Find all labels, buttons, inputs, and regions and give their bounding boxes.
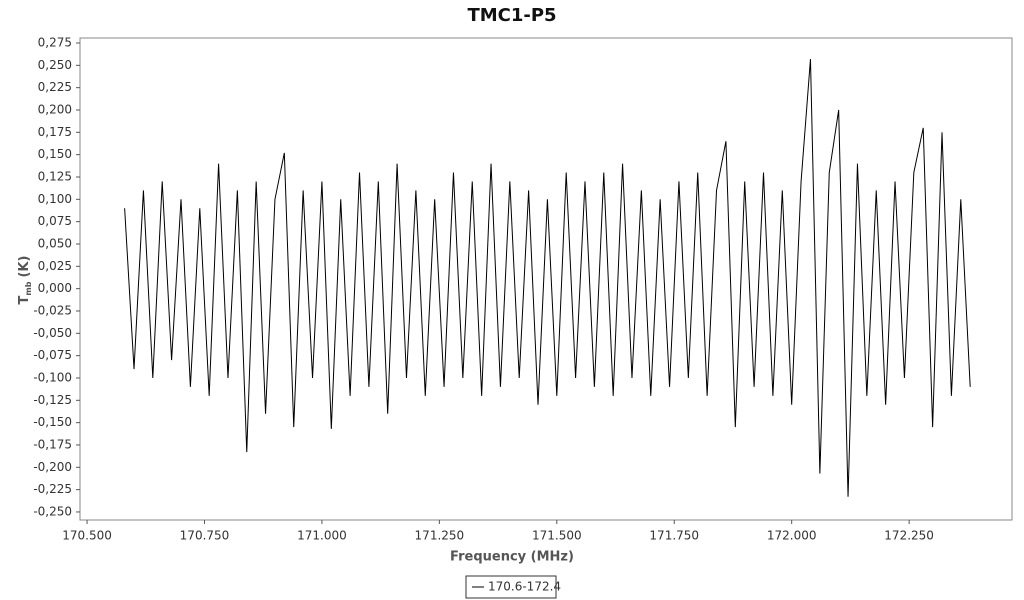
y-tick-label: 0,150: [38, 147, 72, 161]
y-tick-label: 0,200: [38, 102, 72, 116]
y-tick-label: 0,050: [38, 236, 72, 250]
plot-area: [79, 37, 1013, 521]
x-tick-label: 171.000: [297, 529, 347, 543]
y-axis-label-unit: (K): [17, 256, 32, 278]
x-tick-label: 172.000: [767, 529, 817, 543]
y-tick-label: 0,275: [38, 36, 72, 50]
data-line: [124, 59, 971, 497]
y-tick-label: 0,175: [38, 125, 72, 139]
y-tick-label: -0,250: [33, 504, 72, 518]
y-tick-label: -0,125: [33, 393, 72, 407]
x-axis-label: Frequency (MHz): [450, 550, 574, 565]
y-tick-label: 0,025: [38, 259, 72, 273]
y-tick-label: -0,175: [33, 437, 72, 451]
legend-box: [465, 575, 557, 599]
x-tick-label: 171.500: [532, 529, 582, 543]
y-axis-label: Tmb (K): [17, 256, 33, 305]
y-axis-label-sub: mb: [24, 281, 33, 295]
y-tick-label: -0,200: [33, 460, 72, 474]
y-tick-label: 0,100: [38, 192, 72, 206]
x-tick-label: 170.750: [180, 529, 230, 543]
x-tick-label: 172.250: [884, 529, 934, 543]
y-tick-label: 0,075: [38, 214, 72, 228]
x-tick-label: 171.250: [415, 529, 465, 543]
y-tick-label: -0,025: [33, 303, 72, 317]
x-tick-label: 170.500: [62, 529, 112, 543]
y-axis-label-main: T: [17, 295, 32, 304]
y-tick-label: -0,100: [33, 370, 72, 384]
y-tick-label: 0,000: [38, 281, 72, 295]
x-tick-label: 171.750: [649, 529, 699, 543]
legend-label: 170.6-172.4: [488, 580, 561, 594]
y-tick-label: -0,225: [33, 482, 72, 496]
chart-title: TMC1-P5: [467, 5, 556, 26]
y-tick-label: 0,225: [38, 80, 72, 94]
y-tick-label: 0,250: [38, 58, 72, 72]
y-tick-label: -0,050: [33, 326, 72, 340]
y-tick-label: -0,075: [33, 348, 72, 362]
y-tick-label: -0,150: [33, 415, 72, 429]
y-tick-label: 0,125: [38, 169, 72, 183]
